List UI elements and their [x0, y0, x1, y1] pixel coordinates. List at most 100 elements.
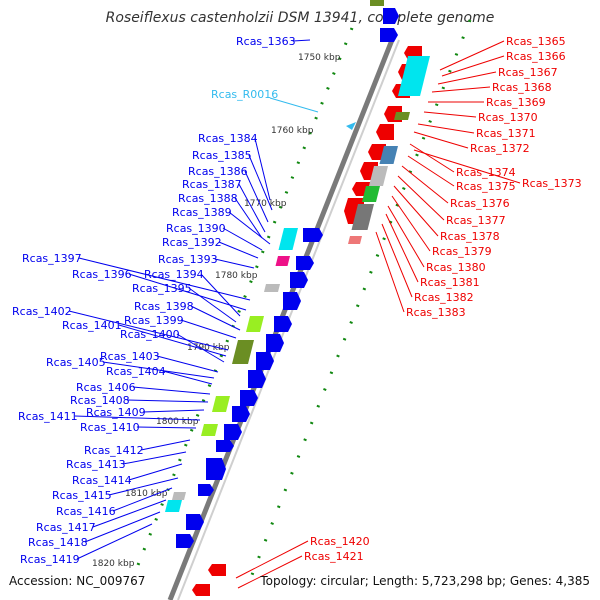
- feature-block: [232, 340, 254, 364]
- forward-gene-block: [380, 28, 398, 42]
- forward-gene-block: [383, 8, 399, 24]
- gene-leader-line: [385, 213, 419, 283]
- gene-leader-line: [136, 426, 197, 429]
- gene-label-left: Rcas_1392: [162, 236, 222, 249]
- gene-label-left: Rcas_1397: [22, 252, 82, 265]
- gene-label-right: Rcas_1421: [304, 550, 364, 563]
- scale-label: 1780 kbp: [215, 271, 258, 281]
- gene-leader-line: [234, 197, 263, 239]
- gene-label-left: Rcas_1396: [72, 268, 132, 281]
- gene-leader-line: [126, 399, 209, 403]
- gene-label-left: Rcas_1412: [84, 444, 144, 457]
- gene-label-right: Rcas_1371: [476, 127, 536, 140]
- gene-label-left: Rcas_1384: [198, 132, 258, 145]
- gene-leader-line: [108, 477, 179, 496]
- gene-leader-line: [140, 439, 191, 451]
- feature-block: [278, 228, 298, 250]
- gene-leader-line: [188, 287, 237, 323]
- gene-label-left: Rcas_1406: [76, 381, 136, 394]
- gene-label-right: Rcas_1383: [406, 306, 466, 319]
- gene-leader-line: [102, 361, 215, 379]
- feature-block: [351, 204, 374, 230]
- feature-block: [246, 316, 264, 332]
- feature-block: [275, 256, 290, 266]
- forward-gene-block: [206, 458, 226, 480]
- gene-leader-line: [68, 310, 229, 351]
- gene-leader-line: [441, 55, 505, 77]
- gene-label-right: Rcas_1370: [478, 111, 538, 124]
- gene-leader-line: [413, 131, 469, 149]
- forward-gene-block: [176, 534, 194, 548]
- gene-label-left: Rcas_1414: [72, 474, 132, 487]
- topology-text: Topology: circular; Length: 5,723,298 bp…: [260, 574, 590, 588]
- gene-leader-line: [78, 257, 251, 301]
- accession-text: Accession: NC_009767: [9, 574, 146, 588]
- forward-gene-block: [274, 316, 292, 332]
- gene-label-left: Rcas_1363: [236, 35, 296, 48]
- gene-label-left: Rcas_1410: [80, 421, 140, 434]
- gene-leader-line: [76, 523, 153, 560]
- gene-label-left: Rcas_1387: [182, 178, 242, 191]
- gene-label-left: Rcas_1398: [134, 300, 194, 313]
- gene-leader-line: [156, 355, 219, 373]
- gene-label-left: Rcas_1401: [62, 319, 122, 332]
- feature-block: [264, 284, 280, 292]
- gene-leader-line: [391, 195, 431, 252]
- gene-leader-line: [244, 170, 269, 223]
- feature-block: [348, 236, 362, 244]
- gene-leader-line: [128, 463, 183, 481]
- feature-block: [398, 56, 430, 96]
- gene-leader-line: [176, 333, 225, 363]
- gene-leader-line: [409, 143, 455, 173]
- gene-leader-line: [218, 241, 259, 259]
- gene-label-right: Rcas_1373: [522, 177, 582, 190]
- gene-leader-line: [142, 409, 205, 413]
- rna-leader-line: [269, 97, 319, 113]
- gene-label-right: Rcas_1376: [450, 197, 510, 210]
- gene-leader-line: [122, 451, 187, 465]
- feature-block: [379, 146, 398, 164]
- gene-leader-line: [423, 111, 477, 118]
- gene-label-right: Rcas_1420: [310, 535, 370, 548]
- feature-block: [394, 112, 411, 120]
- gene-leader-line: [222, 227, 263, 251]
- gene-label-left: Rcas_1402: [12, 305, 72, 318]
- gene-leader-line: [128, 273, 247, 311]
- gene-label-left: Rcas_1415: [52, 489, 112, 502]
- feature-block: [212, 396, 231, 412]
- gene-label-right: Rcas_1378: [440, 230, 500, 243]
- reverse-gene-block: [368, 144, 386, 160]
- scale-label: 1810 kbp: [125, 489, 168, 499]
- gene-leader-line: [118, 324, 227, 357]
- gene-label-right: Rcas_1365: [506, 35, 566, 48]
- gene-leader-line: [431, 86, 491, 93]
- gene-leader-line: [238, 183, 266, 233]
- forward-gene-block: [248, 370, 266, 388]
- gene-leader-line: [214, 258, 255, 269]
- scale-label: 1760 kbp: [271, 126, 314, 136]
- gene-label-right: Rcas_1366: [506, 50, 566, 63]
- gene-leader-line: [74, 415, 201, 421]
- gene-label-left: Rcas_1408: [70, 394, 130, 407]
- gene-leader-line: [292, 39, 311, 42]
- forward-gene-block: [232, 406, 250, 422]
- gene-leader-line: [387, 205, 425, 268]
- forward-gene-block: [224, 424, 242, 440]
- gene-leader-line: [132, 386, 211, 395]
- gene-leader-line: [112, 487, 173, 512]
- gene-leader-line: [84, 511, 161, 543]
- gene-leader-line: [235, 540, 309, 579]
- reverse-gene-block: [376, 124, 394, 140]
- gene-leader-line: [437, 71, 497, 85]
- gene-leader-line: [190, 305, 241, 331]
- forward-gene-block: [303, 228, 323, 242]
- gene-label-left: Rcas_1399: [124, 314, 184, 327]
- scale-label: 1750 kbp: [298, 53, 341, 63]
- scale-label: 1790 kbp: [187, 343, 230, 353]
- gene-label-left: Rcas_1390: [166, 222, 226, 235]
- gene-label-left: Rcas_1400: [120, 328, 180, 341]
- gene-leader-line: [381, 223, 413, 298]
- gene-label-left: Rcas_1386: [188, 165, 248, 178]
- gene-label-left: Rcas_1413: [66, 458, 126, 471]
